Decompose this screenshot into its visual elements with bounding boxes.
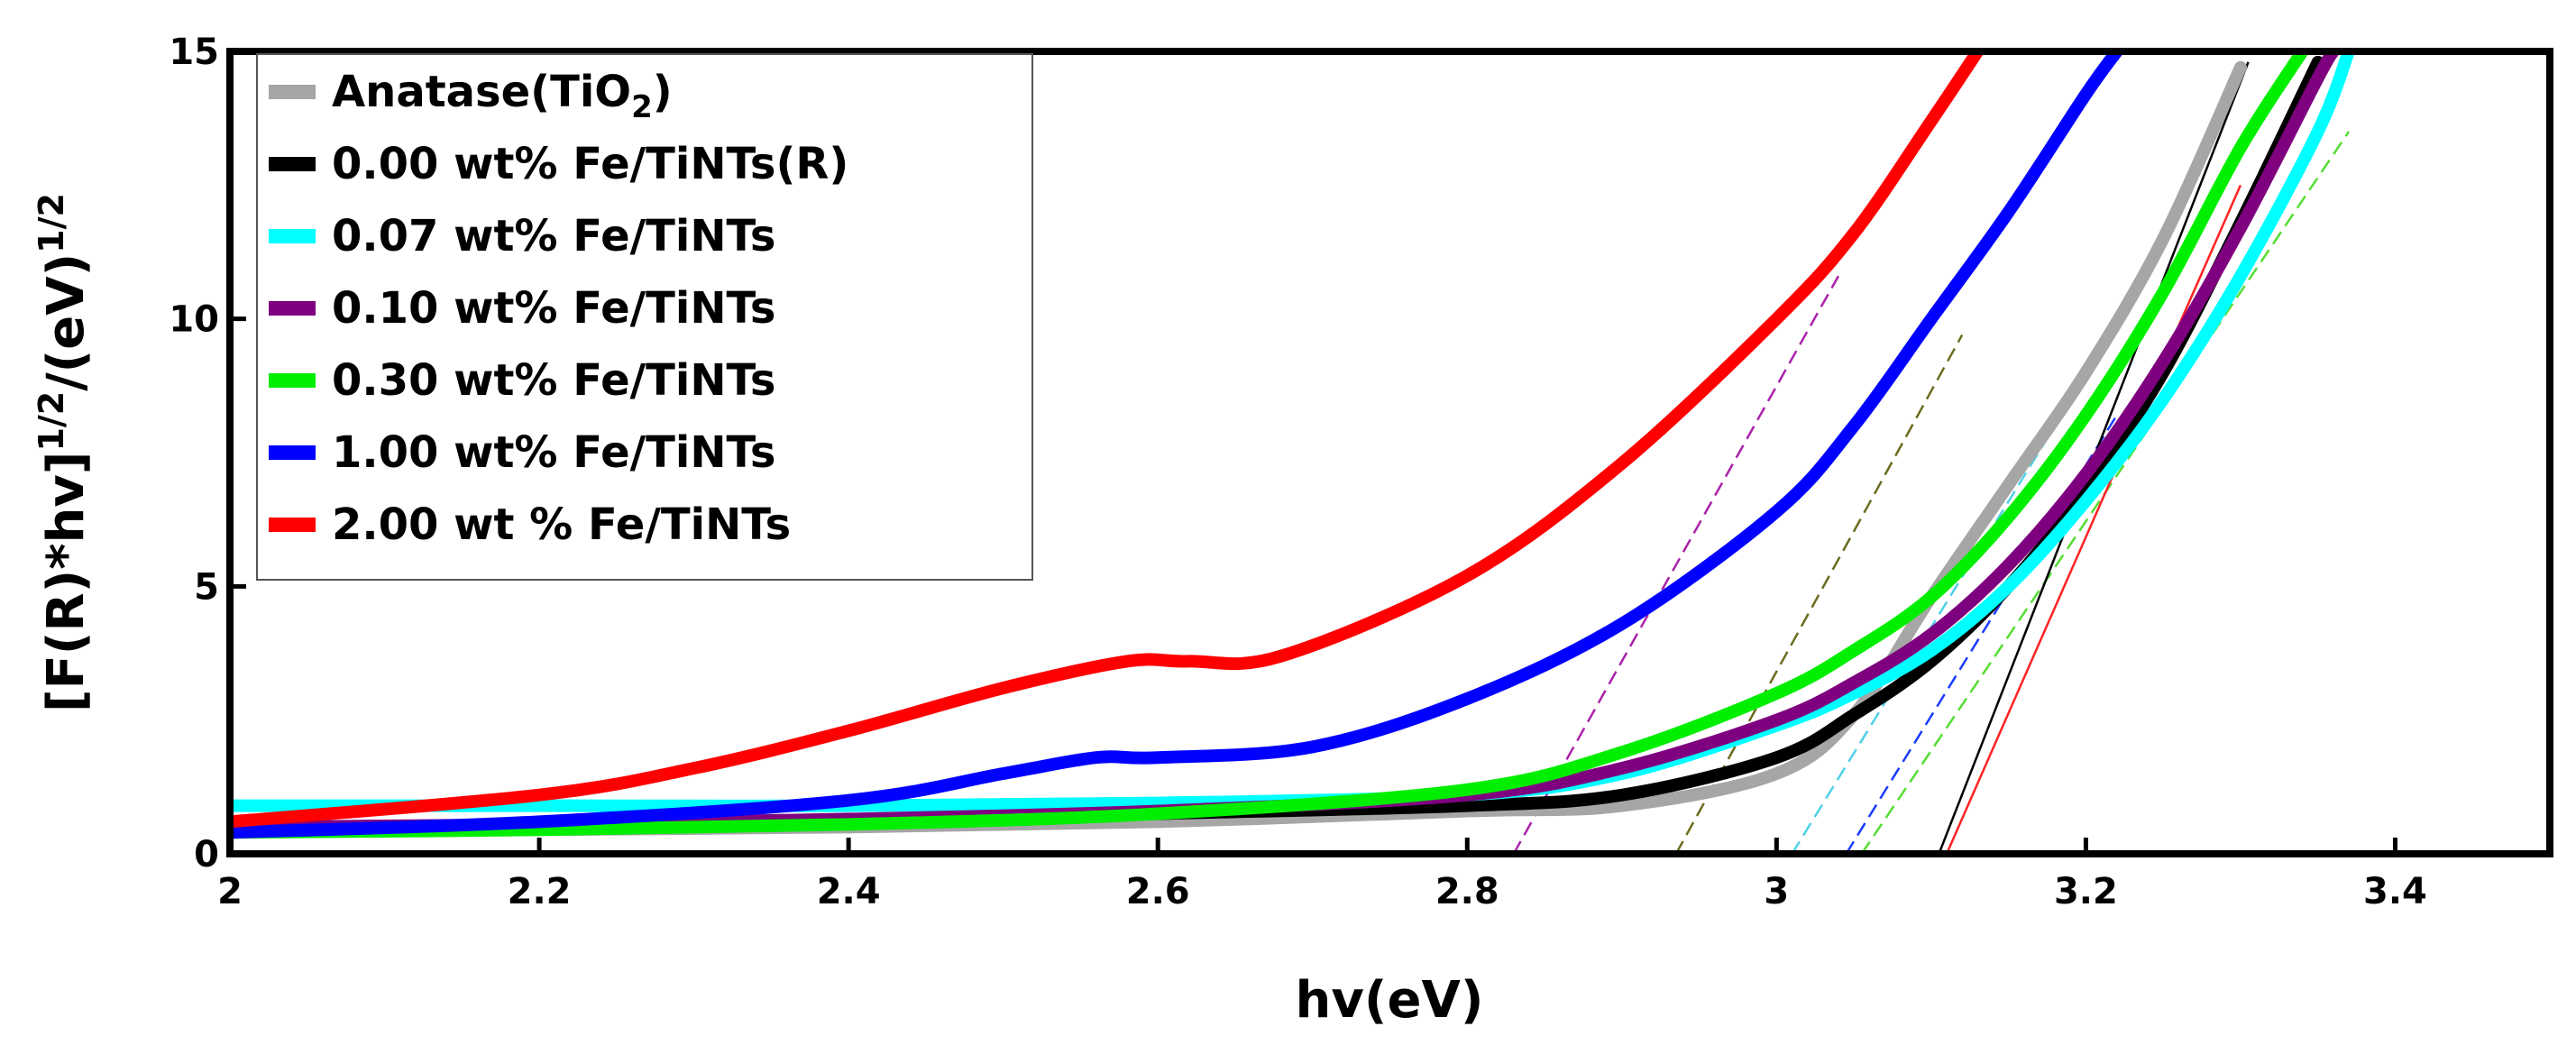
x-tick-label: 3.2 bbox=[2054, 871, 2118, 912]
x-tick-labels: 2 2.2 2.4 2.6 2.8 3 3.2 3.4 bbox=[217, 871, 2427, 912]
x-tick-label: 2 bbox=[217, 871, 243, 912]
legend-box bbox=[256, 53, 1033, 581]
legend-label: 0.07 wt% Fe/TiNTs bbox=[332, 211, 775, 261]
y-tick-label: 15 bbox=[169, 32, 219, 73]
legend: Anatase(TiO2) 0.00 wt% Fe/TiNTs(R) 0.07 wt… bbox=[256, 53, 1033, 581]
y-axis-title: [F(R)*hv]1/2/(eV)1/2 bbox=[32, 193, 96, 712]
y-tick-label: 0 bbox=[194, 834, 219, 875]
y-tick-label: 10 bbox=[169, 299, 219, 341]
legend-label: 0.10 wt% Fe/TiNTs bbox=[332, 283, 775, 334]
legend-label: 1.00 wt% Fe/TiNTs bbox=[332, 427, 775, 478]
series-line bbox=[230, 51, 2309, 839]
legend-label: 2.00 wt % Fe/TiNTs bbox=[332, 500, 791, 550]
legend-label: Anatase(TiO2) bbox=[332, 67, 673, 125]
series-group bbox=[230, 51, 2356, 839]
x-tick-label: 2.4 bbox=[817, 871, 881, 912]
y-tick-labels: 0 5 10 15 bbox=[169, 32, 219, 875]
x-tick-label: 3 bbox=[1764, 871, 1789, 912]
x-tick-label: 2.6 bbox=[1126, 871, 1190, 912]
tick-marks bbox=[227, 49, 2397, 857]
plot-frame bbox=[226, 48, 2553, 857]
y-tick-label: 5 bbox=[194, 566, 219, 608]
series-line bbox=[230, 51, 1985, 829]
x-axis-title: hv(eV) bbox=[1296, 971, 1484, 1030]
series-line bbox=[230, 51, 2123, 839]
legend-label: 0.00 wt% Fe/TiNTs(R) bbox=[332, 139, 848, 189]
x-tick-label: 2.8 bbox=[1435, 871, 1499, 912]
legend-label: 0.30 wt% Fe/TiNTs bbox=[332, 355, 775, 406]
x-tick-label: 2.2 bbox=[508, 871, 572, 912]
tangent-line bbox=[1945, 184, 2242, 854]
tangent-line bbox=[1512, 275, 1840, 854]
x-tick-label: 3.4 bbox=[2363, 871, 2427, 912]
